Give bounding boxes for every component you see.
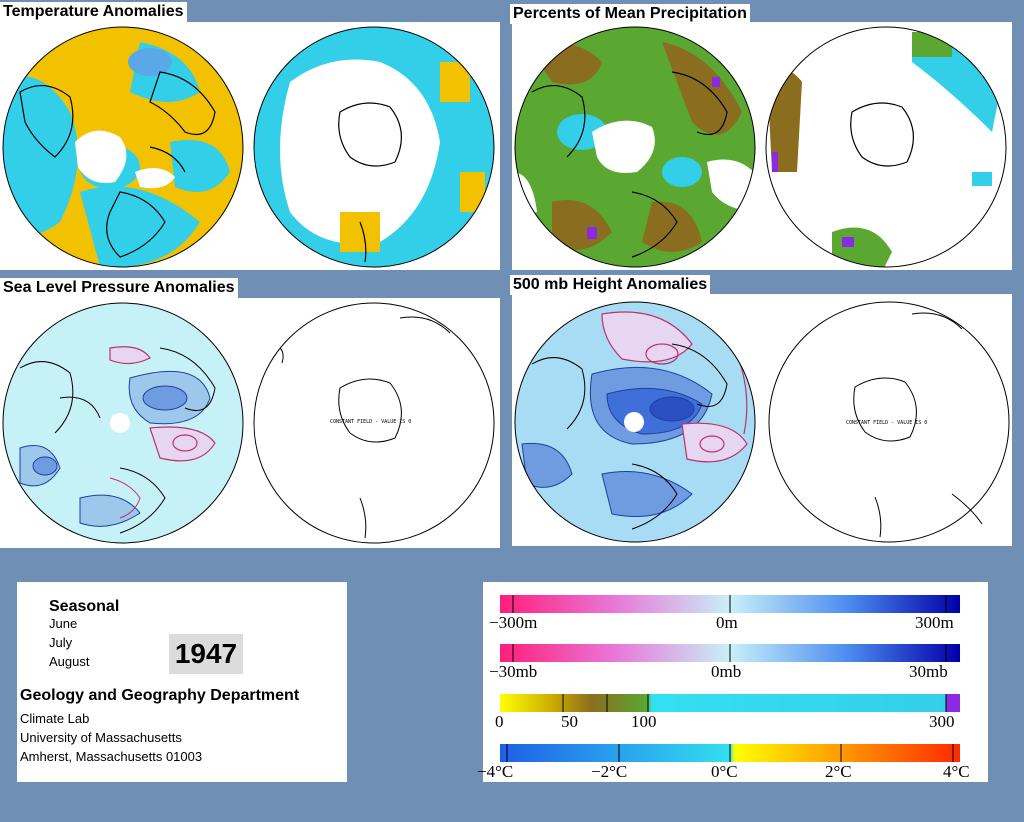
500mb-height-title: 500 mb Height Anomalies: [510, 275, 711, 295]
precipitation-maps: [514, 26, 1007, 268]
legend-precip-50: 50: [561, 712, 578, 731]
info-box: Seasonal June July August 1947 Geology a…: [17, 582, 347, 782]
legend-temp-zero: 0°C: [711, 762, 738, 781]
sea-level-pressure-map-south: [253, 302, 495, 544]
sea-level-pressure-map-north: [3, 303, 243, 543]
color-legend: −300m 0m 300m −30mb 0mb 30mb 0 50 100 30…: [477, 582, 988, 782]
500mb-height-map-north: [515, 302, 755, 542]
address: Amherst, Massachusetts 01003: [20, 749, 203, 764]
500mb-height-constant-note: CONSTANT FIELD - VALUE IS 0: [846, 420, 928, 426]
500mb-height-maps: [514, 301, 1010, 543]
sea-level-pressure-panel: CONSTANT FIELD - VALUE IS 0: [0, 298, 500, 548]
sea-level-pressure-title: Sea Level Pressure Anomalies: [0, 278, 238, 298]
legend-temp-neg2: −2°C: [591, 762, 628, 781]
legend-precip-0: 0: [495, 712, 504, 731]
month-1: June: [49, 616, 78, 631]
legend-height-min: −300m: [489, 613, 538, 632]
sea-level-pressure-maps: [2, 302, 495, 544]
legend-pressure-mid: 0mb: [711, 662, 742, 681]
precipitation-panel: [512, 22, 1012, 270]
legend-temp-max: 4°C: [943, 762, 970, 781]
temperature-map-north: [3, 27, 243, 267]
lab-name: Climate Lab: [20, 711, 90, 726]
year-badge: 1947: [169, 634, 243, 674]
legend-temp-pos2: 2°C: [825, 762, 852, 781]
temperature-map-south: [254, 27, 494, 267]
department-name: Geology and Geography Department: [20, 687, 300, 704]
500mb-height-panel: CONSTANT FIELD - VALUE IS 0: [512, 294, 1012, 546]
legend-precip-300: 300: [929, 712, 955, 731]
precipitation-title: Percents of Mean Precipitation: [510, 4, 750, 24]
sea-level-pressure-constant-note: CONSTANT FIELD - VALUE IS 0: [330, 419, 412, 425]
month-3: August: [49, 654, 90, 669]
legend-height-mid: 0m: [716, 613, 738, 632]
legend-pressure-min: −30mb: [489, 662, 538, 681]
period-label: Seasonal: [49, 598, 120, 615]
precipitation-map-south: [766, 27, 1006, 267]
precipitation-map-north: [515, 27, 755, 267]
university-name: University of Massachusetts: [20, 730, 182, 745]
legend-bars: [500, 595, 960, 762]
temperature-anomalies-title: Temperature Anomalies: [0, 2, 187, 22]
month-2: July: [49, 635, 73, 650]
legend-precip-100: 100: [631, 712, 657, 731]
temperature-maps: [2, 26, 495, 268]
legend-pressure-max: 30mb: [909, 662, 948, 681]
legend-height-max: 300m: [915, 613, 954, 632]
500mb-height-map-south: [768, 301, 1010, 543]
legend-temp-min: −4°C: [477, 762, 514, 781]
temperature-anomalies-panel: [0, 22, 500, 270]
